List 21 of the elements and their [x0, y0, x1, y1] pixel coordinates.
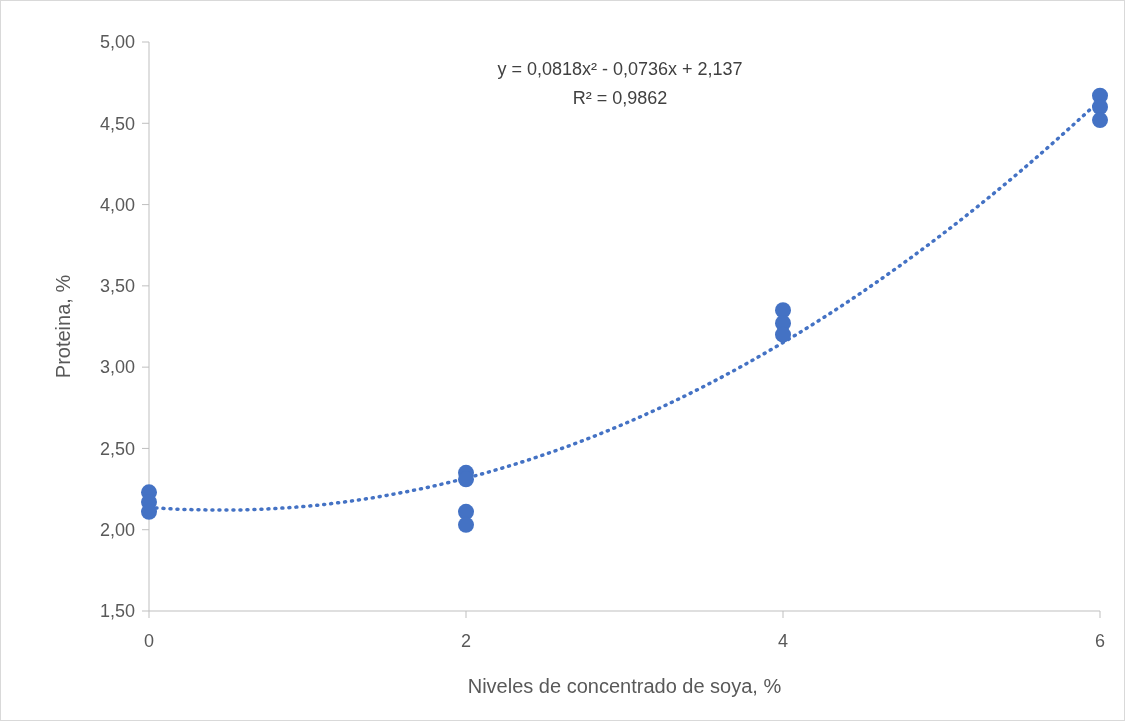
x-tick-label: 0 — [143, 631, 155, 651]
point — [458, 503, 474, 520]
y-axis-title: Proteina, % — [52, 274, 74, 379]
y-tick-label: 3,50 — [99, 276, 135, 297]
x-tick-label: 6 — [1094, 631, 1106, 651]
y-tick-label: 2,00 — [99, 520, 135, 541]
y-tick-label: 4,00 — [99, 194, 135, 215]
x-tick-label: 2 — [460, 631, 472, 651]
y-tick-label: 3,00 — [99, 357, 135, 378]
point — [1092, 112, 1108, 129]
y-tick-label: 2,50 — [99, 438, 135, 459]
x-axis-title: Niveles de concentrado de soya, % — [467, 675, 782, 697]
y-tick-label: 5,00 — [99, 32, 135, 53]
annotation: R² = 0,9862 — [572, 88, 668, 108]
y-tick-label: 1,50 — [99, 601, 135, 622]
y-tick-label: 4,50 — [99, 113, 135, 134]
point — [1092, 99, 1108, 116]
annotation: y = 0,0818x² - 0,0736x + 2,137 — [497, 59, 743, 79]
x-tick-label: 4 — [777, 631, 789, 651]
point — [458, 516, 474, 533]
point — [775, 302, 791, 319]
